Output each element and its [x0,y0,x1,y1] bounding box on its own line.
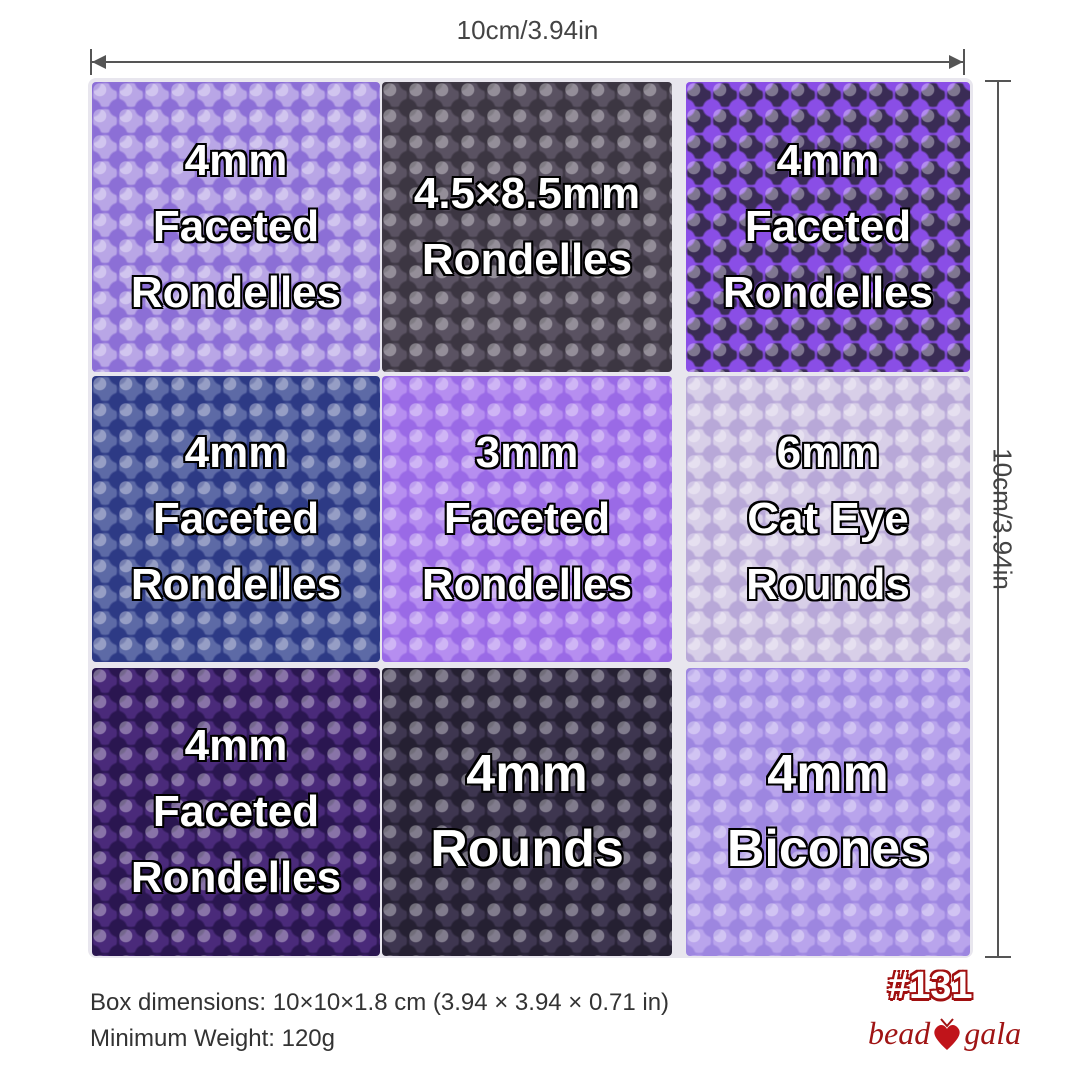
box-dimensions-text: Box dimensions: 10×10×1.8 cm (3.94 × 3.9… [90,989,670,1016]
product-code: #131 [888,965,973,1007]
label-line: 4mm [184,721,288,770]
bead-compartment: 4mm Rounds [382,668,672,956]
logo-text-left: bead [868,1015,931,1051]
label-line: Faceted [152,787,320,836]
label-line: Rounds [746,560,910,609]
label-line: 4mm [184,428,288,477]
compartment-label: 6mm Cat Eye Rounds [746,420,910,618]
tick [985,956,1011,958]
compartment-label: 4mm Faceted Rondelles [131,713,341,911]
label-line: 4mm [767,744,889,803]
tick [90,49,92,75]
arrow-right-icon [949,55,963,69]
bead-compartment: 4mm Faceted Rondelles [92,82,380,372]
label-line: 3mm [475,428,579,477]
bead-compartment: 4mm Faceted Rondelles [92,668,380,956]
bead-compartment: 4mm Faceted Rondelles [686,82,970,372]
label-line: Rondelles [421,560,633,609]
width-line [90,61,965,63]
label-line: Rondelles [130,560,342,609]
arrow-left-icon [92,55,106,69]
label-line: 6mm [776,428,880,477]
bead-compartment: 4mm Bicones [686,668,970,956]
heart-icon [934,1017,960,1050]
bead-compartment: 3mm Faceted Rondelles [382,376,672,662]
label-line: 4mm [184,136,288,185]
label-line: Faceted [443,494,611,543]
label-line: Rondelles [130,268,342,317]
label-line: Cat Eye [747,494,909,543]
label-line: Rondelles [722,268,934,317]
label-line: Rounds [430,820,624,878]
height-dimension: 10cm/3.94in [970,80,1030,958]
width-dimension: 10cm/3.94in [90,15,965,75]
weight-text: Minimum Weight: 120g [90,1025,335,1052]
compartment-label: 4mm Faceted Rondelles [723,128,933,326]
label-line: 4mm [776,136,880,185]
label-line: Bicones [726,820,930,878]
bead-compartment: 4mm Faceted Rondelles [92,376,380,662]
label-line: 4mm [466,744,588,803]
footer: Box dimensions: 10×10×1.8 cm (3.94 × 3.9… [90,985,669,1057]
label-line: Faceted [744,202,912,251]
label-line: Rondelles [421,235,633,284]
compartment-label: 4mm Rounds [430,737,624,888]
bead-box: 4mm Faceted Rondelles 4.5×8.5mm Rondelles 4mm… [88,78,973,958]
compartment-label: 4mm Faceted Rondelles [131,128,341,326]
label-line: Faceted [152,494,320,543]
bead-compartment: 6mm Cat Eye Rounds [686,376,970,662]
logo-text-right: gala [964,1015,1022,1051]
beadgala-logo: bead gala [868,1015,1021,1052]
compartment-label: 4mm Bicones [727,737,929,888]
bead-compartment: 4.5×8.5mm Rondelles [382,82,672,372]
label-line: Rondelles [130,853,342,902]
height-line [997,80,999,958]
label-line: 4.5×8.5mm [413,169,641,218]
compartment-label: 4mm Faceted Rondelles [131,420,341,618]
tick [963,49,965,75]
label-line: Faceted [152,202,320,251]
compartment-label: 4.5×8.5mm Rondelles [414,161,640,293]
height-label: 10cm/3.94in [987,448,1018,590]
compartment-label: 3mm Faceted Rondelles [422,420,632,618]
width-label: 10cm/3.94in [456,15,599,45]
tick [985,80,1011,82]
